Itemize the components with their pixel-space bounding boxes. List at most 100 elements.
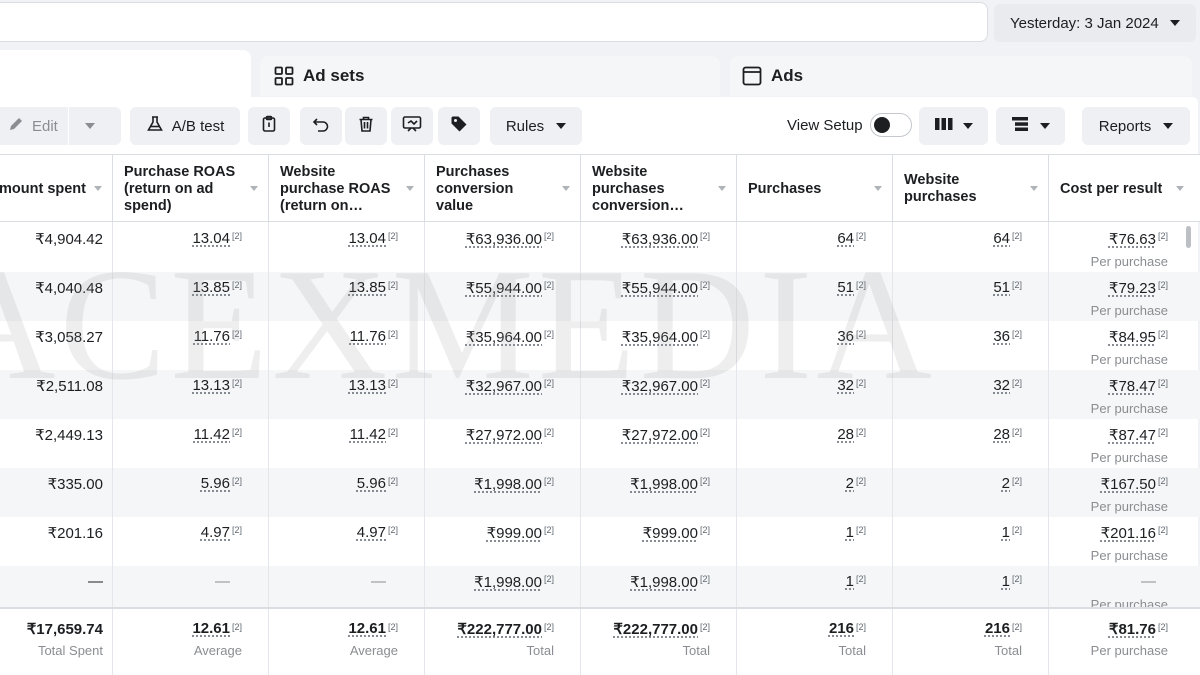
attribution-note[interactable]: [2] [1011,525,1022,535]
attribution-note[interactable]: [2] [1157,622,1168,632]
column-header-purchases[interactable]: Purchases [736,155,892,223]
attribution-note[interactable]: [2] [1011,329,1022,339]
attribution-note[interactable]: [2] [387,427,398,437]
view-setup-toggle[interactable] [870,113,912,137]
column-header-purchase-roas[interactable]: Purchase ROAS (return on ad spend) [112,155,268,223]
tab-campaigns[interactable] [0,50,251,102]
attribution-note[interactable]: [2] [1157,525,1168,535]
attribution-note[interactable]: [2] [855,231,866,241]
breakdown-button[interactable] [996,107,1065,145]
attribution-note[interactable]: [2] [387,231,398,241]
attribution-note[interactable]: [2] [1157,427,1168,437]
attribution-note[interactable]: [2] [1157,476,1168,486]
attribution-note[interactable]: [2] [543,525,554,535]
table-row[interactable]: ₹4,040.48 13.85 [2] 13.85 [2] ₹55,944.00 [2] ₹5… [0,272,1200,321]
attribution-note[interactable]: [2] [543,329,554,339]
attribution-note[interactable]: [2] [855,476,866,486]
attribution-note[interactable]: [2] [855,622,866,632]
date-range-picker[interactable]: Yesterday: 3 Jan 2024 [994,4,1196,42]
attribution-note[interactable]: [2] [387,622,398,632]
attribution-note[interactable]: [2] [543,574,554,584]
table-cell: ₹35,964.00 [2] [580,321,736,370]
table-row[interactable]: ₹3,058.27 11.76 [2] 11.76 [2] ₹35,964.00 [2] ₹3… [0,321,1200,370]
attribution-note[interactable]: [2] [1011,476,1022,486]
attribution-note[interactable]: [2] [1011,280,1022,290]
attribution-note[interactable]: [2] [231,378,242,388]
attribution-note[interactable]: [2] [231,231,242,241]
attribution-note[interactable]: [2] [387,329,398,339]
attribution-note[interactable]: [2] [855,427,866,437]
table-row[interactable]: ₹4,904.42 13.04 [2] 13.04 [2] ₹63,936.00 [2] ₹6… [0,223,1200,272]
tab-ad-sets[interactable]: Ad sets [260,56,720,96]
attribution-note[interactable]: [2] [855,574,866,584]
total-value: 216 [984,620,1010,637]
attribution-note[interactable]: [2] [1011,574,1022,584]
table-row[interactable]: ₹2,511.08 13.13 [2] 13.13 [2] ₹32,967.00 [2] ₹3… [0,370,1200,419]
tag-button[interactable] [438,107,480,145]
table-row[interactable]: — — — ₹1,998.00 [2] ₹1,998.00 [2] 1 [2] 1 [2] — Per … [0,566,1200,615]
undo-button[interactable] [300,107,342,145]
attribution-note[interactable]: [2] [387,476,398,486]
columns-button[interactable] [919,107,988,145]
attribution-note[interactable]: [2] [855,378,866,388]
search-input[interactable] [0,2,988,42]
attribution-note[interactable]: [2] [1157,280,1168,290]
edit-button[interactable]: Edit [0,107,121,145]
attribution-note[interactable]: [2] [699,427,710,437]
cell-value: — [1141,573,1156,590]
column-header-website-purchases[interactable]: Website purchases [892,155,1048,223]
attribution-note[interactable]: [2] [1011,427,1022,437]
attribution-note[interactable]: [2] [855,280,866,290]
attribution-note[interactable]: [2] [1011,622,1022,632]
attribution-note[interactable]: [2] [699,476,710,486]
attribution-note[interactable]: [2] [1157,231,1168,241]
attribution-note[interactable]: [2] [387,280,398,290]
attribution-note[interactable]: [2] [543,476,554,486]
attribution-note[interactable]: [2] [387,525,398,535]
attribution-note[interactable]: [2] [543,378,554,388]
attribution-note[interactable]: [2] [1157,329,1168,339]
table-row[interactable]: ₹201.16 4.97 [2] 4.97 [2] ₹999.00 [2] ₹999.00 [2… [0,517,1200,566]
attribution-note[interactable]: [2] [1157,378,1168,388]
tab-ads[interactable]: Ads [730,56,1192,96]
table-row[interactable]: ₹335.00 5.96 [2] 5.96 [2] ₹1,998.00 [2] ₹1,998.… [0,468,1200,517]
attribution-note[interactable]: [2] [231,476,242,486]
attribution-note[interactable]: [2] [543,280,554,290]
reports-button[interactable]: Reports [1082,107,1190,145]
attribution-note[interactable]: [2] [699,574,710,584]
attribution-note[interactable]: [2] [1011,378,1022,388]
attribution-note[interactable]: [2] [387,378,398,388]
cell-value: 28 [837,426,854,443]
table-row[interactable]: ₹2,449.13 11.42 [2] 11.42 [2] ₹27,972.00 [2] ₹2… [0,419,1200,468]
attribution-note[interactable]: [2] [699,622,710,632]
rules-button[interactable]: Rules [490,107,582,145]
column-header-website-purchase-roas[interactable]: Website purchase ROAS (return on… [268,155,424,223]
attribution-note[interactable]: [2] [699,525,710,535]
attribution-note[interactable]: [2] [699,231,710,241]
preview-button[interactable] [391,107,433,145]
attribution-note[interactable]: [2] [699,378,710,388]
attribution-note[interactable]: [2] [231,329,242,339]
column-header-purchases-conversion-value[interactable]: Purchases conversion value [424,155,580,223]
attribution-note[interactable]: [2] [543,622,554,632]
attribution-note[interactable]: [2] [231,427,242,437]
attribution-note[interactable]: [2] [543,231,554,241]
duplicate-button[interactable] [248,107,290,145]
attribution-note[interactable]: [2] [855,329,866,339]
delete-button[interactable] [345,107,387,145]
column-header-website-purchases-conversion-value[interactable]: Website purchases conversion value [580,155,736,223]
attribution-note[interactable]: [2] [231,622,242,632]
attribution-note[interactable]: [2] [699,280,710,290]
column-header-amount-spent[interactable]: mount spent [0,155,112,223]
column-header-cost-per-result[interactable]: Cost per result [1048,155,1194,223]
attribution-note[interactable]: [2] [699,329,710,339]
attribution-note[interactable]: [2] [543,427,554,437]
attribution-note[interactable]: [2] [1011,231,1022,241]
chevron-down-icon[interactable] [85,123,95,129]
scrollbar[interactable] [1186,226,1191,248]
table-cell: 2 [2] [736,468,892,517]
attribution-note[interactable]: [2] [855,525,866,535]
attribution-note[interactable]: [2] [231,525,242,535]
attribution-note[interactable]: [2] [231,280,242,290]
ab-test-button[interactable]: A/B test [130,107,240,145]
